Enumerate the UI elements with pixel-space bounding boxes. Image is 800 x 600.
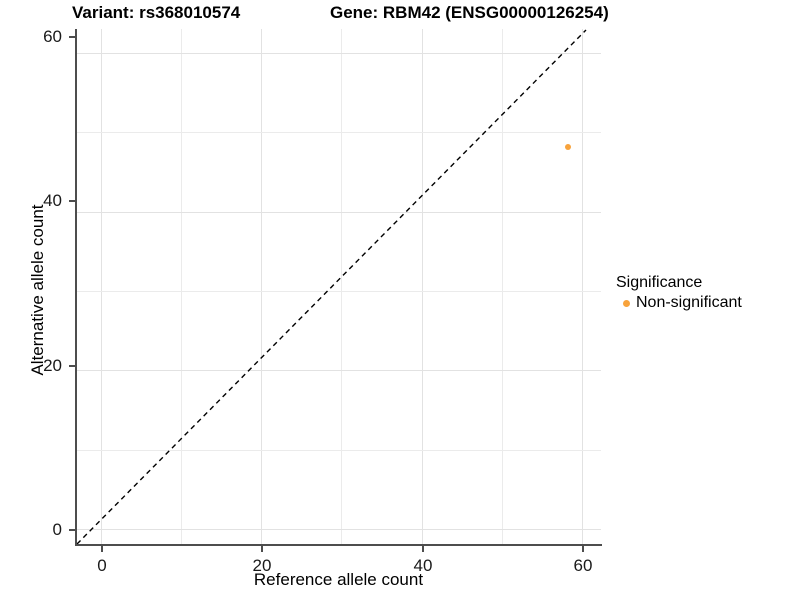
y-tick-60 (69, 36, 76, 38)
legend-title: Significance (616, 274, 703, 291)
gridline-y-40 (76, 212, 601, 213)
gridline-x-40 (422, 29, 423, 545)
y-tick-20 (69, 365, 76, 367)
x-tick-60 (582, 545, 584, 552)
x-ticklabel-40: 40 (413, 556, 433, 575)
gridline-x-10 (181, 29, 182, 545)
y-tick-0 (69, 529, 76, 531)
y-tick-40 (69, 200, 76, 202)
legend-item-non-significant[interactable]: Non-significant (616, 294, 742, 312)
y-axis-line (75, 29, 77, 546)
gridline-y-60 (76, 53, 601, 54)
gridline-y-0 (76, 529, 601, 530)
gene-title: Gene: RBM42 (ENSG00000126254) (330, 3, 609, 22)
x-tick-0 (101, 545, 103, 552)
x-tick-20 (261, 545, 263, 552)
gridline-y-20 (76, 370, 601, 371)
y-ticklabel-0: 0 (52, 520, 62, 539)
y-ticklabel-60: 60 (43, 27, 62, 46)
x-axis-label: Reference allele count (253, 570, 424, 589)
y-ticklabel-40: 40 (43, 191, 62, 210)
gridline-x-0 (101, 29, 102, 545)
gridline-y-10 (76, 450, 601, 451)
x-ticklabel-60: 60 (573, 556, 593, 575)
x-ticklabel-20: 20 (252, 556, 272, 575)
gridline-y-30 (76, 291, 601, 292)
data-point[interactable] (565, 144, 571, 150)
y-ticklabel-20: 20 (43, 356, 62, 375)
gridline-x-30 (341, 29, 342, 545)
gridline-x-20 (261, 29, 262, 545)
y-axis-label: Alternative allele count (28, 204, 47, 376)
identity-reference-line (76, 29, 587, 545)
legend-key-icon (623, 299, 630, 307)
x-tick-40 (422, 545, 424, 552)
gridline-x-50 (502, 29, 503, 545)
legend: Significance Non-significant (616, 274, 742, 312)
x-ticklabel-0: 0 (97, 556, 107, 575)
plot-panel (76, 29, 601, 545)
gridline-x-60 (582, 29, 583, 545)
gridline-y-50 (76, 132, 601, 133)
legend-item-label: Non-significant (636, 294, 742, 311)
x-axis-line (75, 544, 602, 546)
variant-title: Variant: rs368010574 (72, 3, 241, 22)
